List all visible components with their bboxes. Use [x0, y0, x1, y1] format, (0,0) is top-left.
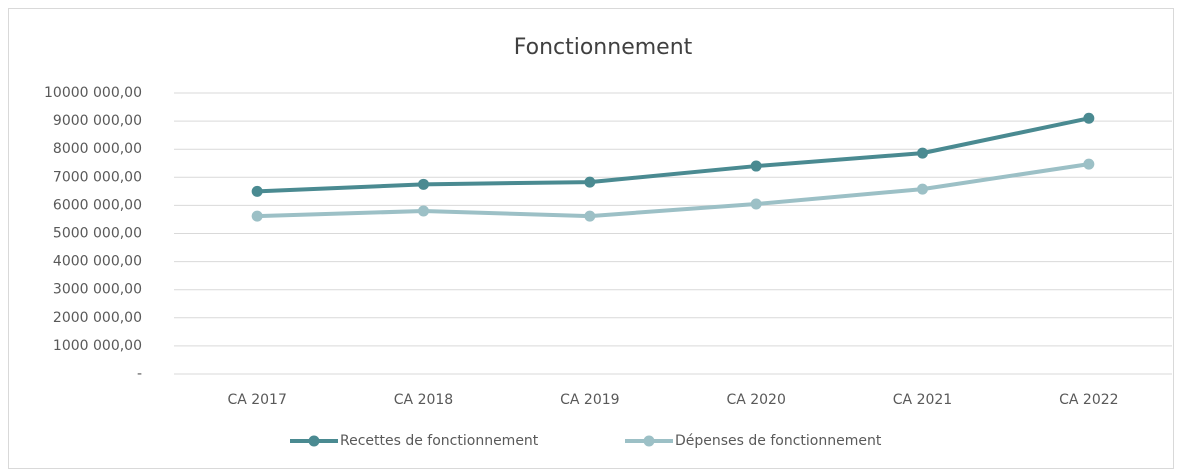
x-tick-label: CA 2019	[560, 392, 619, 408]
series-marker	[750, 160, 762, 172]
series-marker	[584, 176, 596, 188]
y-tick-label: 2000 000,00	[53, 310, 142, 326]
series-marker	[1083, 112, 1095, 124]
series-marker	[917, 183, 928, 195]
y-tick-label: 8000 000,00	[53, 141, 142, 157]
series-marker	[584, 210, 596, 222]
y-tick-label: 3000 000,00	[53, 282, 142, 298]
y-tick-label: 5000 000,00	[53, 226, 142, 242]
legend-label: Recettes de fonctionnement	[340, 433, 539, 449]
legend-label: Dépenses de fonctionnement	[675, 433, 882, 449]
series-marker	[1083, 158, 1095, 170]
series-marker	[251, 210, 263, 222]
chart-title: Fonctionnement	[514, 35, 693, 60]
y-tick-label: 7000 000,00	[53, 169, 142, 185]
x-tick-label: CA 2018	[394, 392, 453, 408]
x-tick-label: CA 2021	[893, 392, 952, 408]
series-marker	[251, 185, 263, 197]
y-tick-label: 6000 000,00	[53, 197, 142, 213]
legend-marker	[308, 435, 320, 447]
y-tick-label: 1000 000,00	[53, 338, 142, 354]
legend-marker	[643, 435, 655, 447]
y-tick-label: -	[137, 366, 142, 382]
series-line	[257, 162, 1090, 219]
y-tick-label: 9000 000,00	[53, 113, 142, 129]
x-tick-label: CA 2022	[1059, 392, 1118, 408]
series-marker	[750, 198, 762, 210]
x-tick-label: CA 2017	[227, 392, 286, 408]
series-marker	[418, 205, 429, 217]
y-tick-label: 10000 000,00	[44, 85, 142, 101]
chart-border	[8, 8, 1174, 469]
series-line	[257, 116, 1090, 194]
series-marker	[917, 147, 928, 159]
series-marker	[418, 178, 429, 190]
y-tick-label: 4000 000,00	[53, 254, 142, 270]
x-tick-label: CA 2020	[726, 392, 785, 408]
